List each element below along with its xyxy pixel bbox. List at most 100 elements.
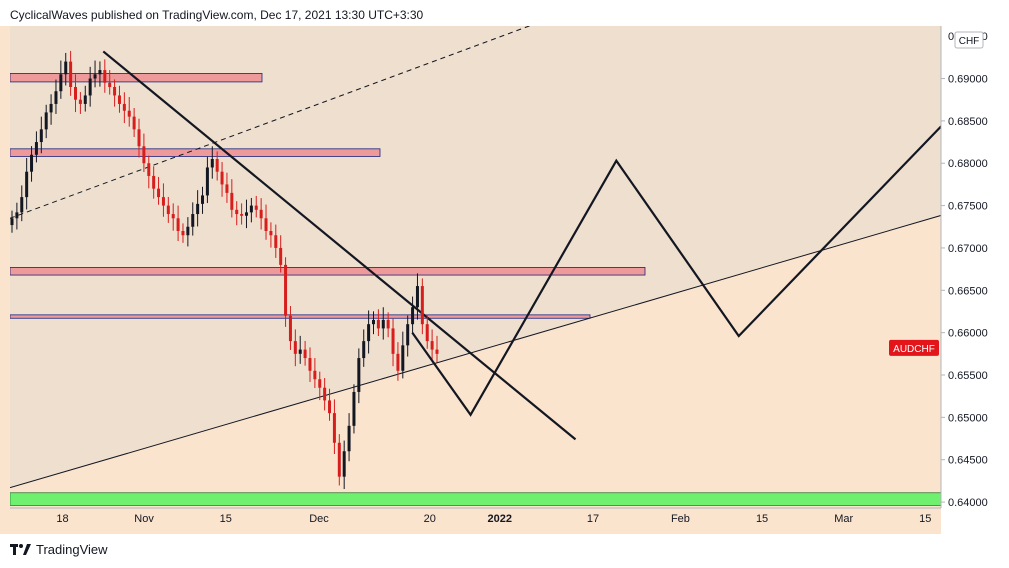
candle-body	[54, 91, 58, 104]
price-axis-bg	[941, 26, 1000, 534]
candle	[240, 203, 244, 225]
candle	[161, 183, 165, 217]
candle	[391, 318, 395, 367]
candle-body	[127, 110, 131, 117]
candle-body	[274, 235, 278, 248]
candle	[166, 196, 170, 223]
candle-body	[235, 209, 239, 215]
candle-body	[15, 212, 19, 219]
time-tick-label: 2022	[487, 513, 511, 525]
candle-body	[391, 328, 395, 354]
candle-body	[406, 324, 410, 346]
falling-trendline	[102, 50, 577, 441]
candle-body	[39, 129, 43, 143]
candle-body	[10, 218, 14, 226]
candle	[10, 210, 14, 233]
candle	[254, 195, 258, 218]
time-tick-label: Dec	[309, 513, 329, 525]
candle	[83, 85, 87, 112]
candle	[430, 329, 434, 361]
candle-body	[181, 230, 185, 236]
publisher-caption: CyclicalWaves published on TradingView.c…	[10, 8, 424, 22]
time-tick-label: 15	[756, 513, 768, 525]
candle-body	[303, 349, 307, 359]
candle-body	[347, 425, 351, 452]
time-axis[interactable]: 18 Nov 15 Dec 20 2022 17 Feb 15 Mar 15	[10, 507, 941, 525]
price-chart[interactable]: 0.64000 0.64500 0.65000 0.65500 0.66000 0.665…	[0, 26, 1000, 534]
candle-body	[142, 146, 146, 164]
candle-body	[425, 324, 429, 342]
candle	[288, 306, 292, 350]
candle	[49, 94, 53, 125]
candle	[264, 204, 268, 240]
candle-body	[264, 218, 268, 231]
candle-body	[337, 442, 341, 477]
time-tick-label: 15	[919, 513, 931, 525]
candle-body	[381, 319, 385, 329]
candle	[225, 172, 229, 203]
candle-body	[352, 391, 356, 426]
candle	[362, 329, 366, 367]
candle	[323, 378, 327, 411]
candle	[78, 92, 82, 114]
candle	[308, 347, 312, 382]
horizontal-zones	[10, 73, 941, 506]
candle-body	[93, 74, 97, 79]
time-tick-label: Nov	[134, 513, 154, 525]
candle	[244, 199, 248, 229]
projection-path	[411, 124, 941, 417]
candle-body	[249, 205, 253, 213]
candle-body	[269, 230, 273, 236]
candle-body	[367, 324, 371, 342]
candle	[371, 311, 375, 335]
candle	[337, 434, 341, 486]
candle	[406, 315, 410, 357]
candle-body	[201, 195, 205, 204]
candle	[98, 61, 102, 87]
candle-body	[191, 214, 195, 227]
candle-body	[83, 95, 87, 104]
time-tick-label: 18	[56, 513, 68, 525]
candle-body	[435, 349, 439, 354]
candle	[401, 331, 405, 379]
chart-frame[interactable]: 0.64000 0.64500 0.65000 0.65500 0.66000 0.665…	[0, 26, 1000, 534]
price-tick-label: 0.69000	[948, 74, 988, 86]
candle	[342, 440, 346, 490]
rising-trendline	[10, 214, 941, 489]
candle	[113, 79, 117, 107]
price-tick-label: 0.65500	[948, 370, 988, 382]
candle-body	[284, 264, 288, 316]
candle	[352, 384, 356, 434]
candle-body	[74, 86, 78, 100]
candle-body	[176, 218, 180, 231]
candle	[347, 413, 351, 462]
candle-body	[137, 129, 141, 147]
candle-body	[20, 197, 24, 213]
symbol-badge[interactable]: AUDCHF	[889, 339, 939, 356]
candle	[313, 358, 317, 389]
brand-name: TradingView	[36, 542, 108, 557]
candle-body	[279, 247, 283, 265]
candle	[108, 70, 112, 95]
candle-body	[430, 341, 434, 350]
resistance-2-zone	[10, 148, 381, 157]
candle-body	[88, 78, 92, 96]
candle-body	[152, 175, 156, 189]
candle-body	[376, 319, 380, 329]
candle	[30, 146, 34, 182]
candle	[103, 59, 107, 93]
candle	[15, 202, 19, 230]
price-tick-label: 0.66000	[948, 328, 988, 340]
trend-lines	[10, 26, 941, 489]
candle-body	[64, 61, 68, 75]
price-axis[interactable]: 0.64000 0.64500 0.65000 0.65500 0.66000 0.665…	[889, 26, 1000, 534]
candle-body	[196, 203, 200, 215]
candle	[376, 309, 380, 337]
candle	[186, 217, 190, 247]
candle-body	[401, 345, 405, 371]
brand-footer[interactable]: TradingView	[10, 542, 108, 557]
candle-body	[332, 413, 336, 443]
currency-label[interactable]: CHF	[954, 31, 984, 49]
candle-body	[157, 188, 161, 198]
candle	[147, 155, 151, 189]
